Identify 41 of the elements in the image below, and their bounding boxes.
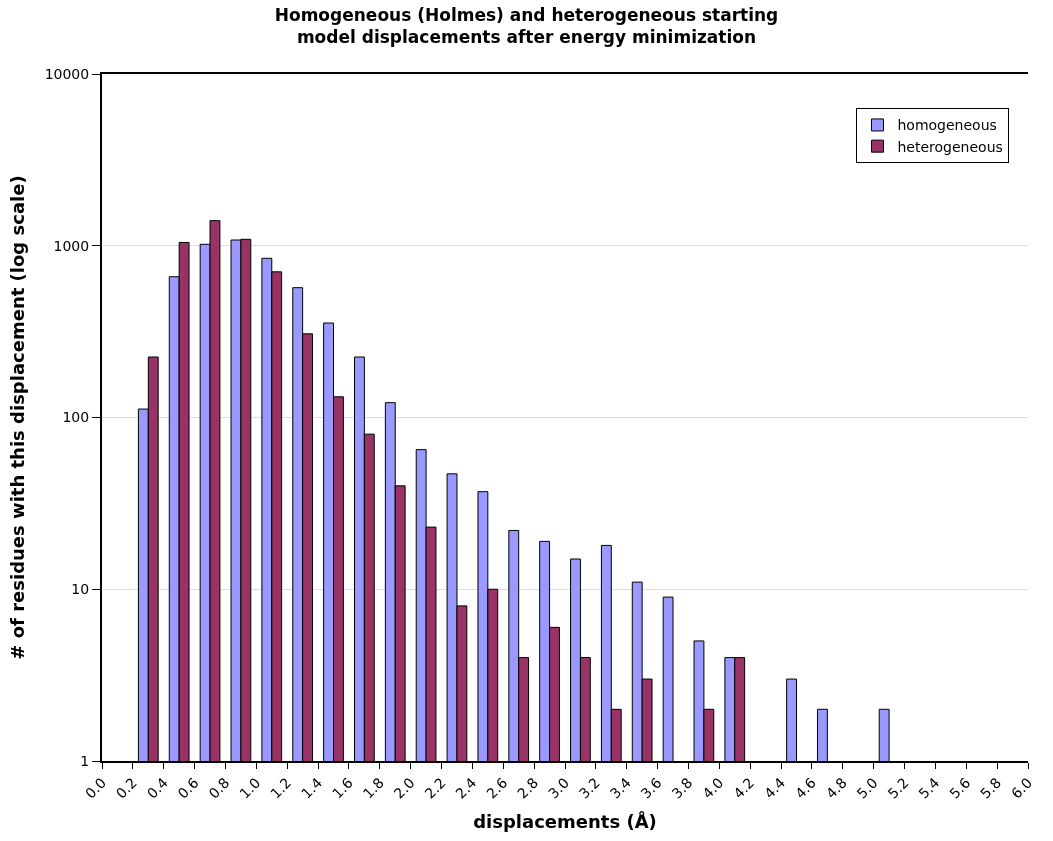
- x-tick-label: 3.0: [545, 774, 573, 802]
- x-tick-label: 4.2: [730, 774, 758, 802]
- legend-label: homogeneous: [897, 117, 997, 134]
- x-tick-label: 4.4: [761, 774, 789, 802]
- x-tick-label: 6.0: [1008, 774, 1036, 802]
- y-tick-label: 1000: [53, 237, 90, 254]
- x-tick-label: 0.8: [205, 774, 233, 802]
- x-tick-label: 2.2: [421, 774, 449, 802]
- x-tick-label: 3.2: [575, 774, 603, 802]
- x-tick-label: 5.2: [884, 774, 912, 802]
- x-tick-label: 0.4: [143, 774, 171, 802]
- x-tick-label: 5.8: [977, 774, 1005, 802]
- y-tick-label: 10: [71, 581, 90, 598]
- x-tick-label: 3.8: [668, 774, 696, 802]
- x-tick-label: 4.6: [791, 774, 820, 802]
- x-tick-label: 4.8: [822, 774, 850, 802]
- y-tick-label: 10000: [44, 65, 90, 82]
- legend-label: heterogeneous: [897, 138, 1003, 155]
- x-tick-label: 5.4: [915, 774, 943, 802]
- x-tick-label: 2.8: [514, 774, 542, 802]
- y-tick-label: 100: [62, 409, 90, 426]
- x-tick-label: 3.4: [606, 774, 634, 802]
- chart-title: Homogeneous (Holmes) and heterogeneous starting model displacements after energy minimization: [274, 5, 779, 48]
- x-tick-label: 4.0: [699, 774, 727, 802]
- x-tick-label: 1.0: [236, 774, 264, 802]
- y-axis-title: # of residues with this displacement (log scale): [7, 175, 29, 660]
- x-tick-label: 2.0: [390, 774, 418, 802]
- y-tick-label: 1: [80, 752, 90, 769]
- x-tick-label: 3.6: [637, 774, 665, 802]
- x-axis-title: displacements (Å): [473, 810, 657, 833]
- x-tick-label: 0.0: [82, 774, 110, 802]
- x-tick-label: 0.2: [112, 774, 140, 802]
- x-tick-label: 2.4: [452, 774, 480, 802]
- x-tick-label: 1.4: [298, 774, 326, 802]
- x-tick-label: 1.6: [328, 774, 357, 802]
- x-tick-label: 5.0: [853, 774, 881, 802]
- x-tick-label: 5.6: [946, 774, 974, 802]
- x-tick-label: 2.6: [483, 774, 511, 802]
- x-tick-label: 1.8: [359, 774, 387, 802]
- x-tick-label: 0.6: [174, 774, 202, 802]
- x-tick-label: 1.2: [267, 774, 295, 802]
